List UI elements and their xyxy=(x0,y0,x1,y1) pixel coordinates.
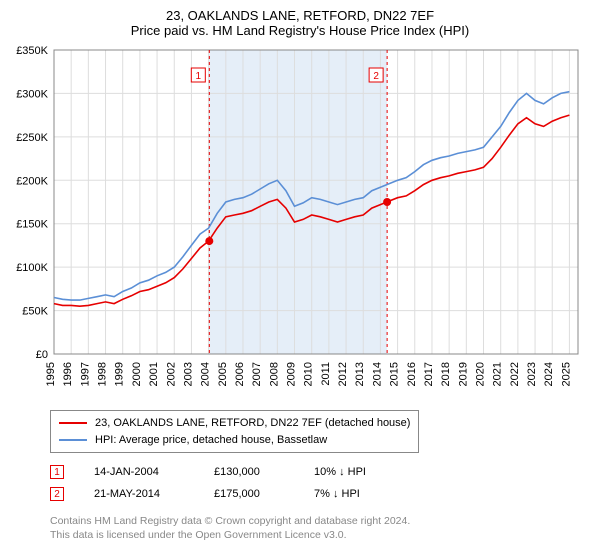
svg-text:2004: 2004 xyxy=(200,362,212,386)
svg-text:2002: 2002 xyxy=(165,362,177,386)
svg-text:2020: 2020 xyxy=(475,362,487,386)
title-line2: Price paid vs. HM Land Registry's House … xyxy=(10,23,590,38)
svg-text:2003: 2003 xyxy=(182,362,194,386)
svg-text:2016: 2016 xyxy=(406,362,418,386)
svg-text:2013: 2013 xyxy=(354,362,366,386)
svg-text:2018: 2018 xyxy=(440,362,452,386)
svg-text:2008: 2008 xyxy=(268,362,280,386)
legend-item: 23, OAKLANDS LANE, RETFORD, DN22 7EF (de… xyxy=(59,415,410,432)
svg-text:2006: 2006 xyxy=(234,362,246,386)
svg-text:2009: 2009 xyxy=(286,362,298,386)
sale-row: 1 14-JAN-2004 £130,000 10% ↓ HPI xyxy=(50,461,590,483)
svg-text:£100K: £100K xyxy=(16,262,48,274)
svg-text:£150K: £150K xyxy=(16,219,48,231)
sale-price: £130,000 xyxy=(214,466,284,478)
svg-text:2023: 2023 xyxy=(526,362,538,386)
svg-text:£300K: £300K xyxy=(16,88,48,100)
svg-text:2001: 2001 xyxy=(148,362,160,386)
sales-table: 1 14-JAN-2004 £130,000 10% ↓ HPI 2 21-MAY-201… xyxy=(50,461,590,505)
legend: 23, OAKLANDS LANE, RETFORD, DN22 7EF (de… xyxy=(50,410,419,453)
svg-text:1997: 1997 xyxy=(79,362,91,386)
svg-text:2025: 2025 xyxy=(560,362,572,386)
sale-marker: 1 xyxy=(50,465,64,479)
sale-row: 2 21-MAY-2014 £175,000 7% ↓ HPI xyxy=(50,483,590,505)
price-chart: £0 £50K £100K £150K £200K £250K £300K £350K 1995… xyxy=(10,44,590,404)
svg-text:2017: 2017 xyxy=(423,362,435,386)
svg-text:1998: 1998 xyxy=(97,362,109,386)
legend-label: HPI: Average price, detached house, Bass… xyxy=(95,432,327,449)
legend-label: 23, OAKLANDS LANE, RETFORD, DN22 7EF (de… xyxy=(95,415,410,432)
svg-text:2: 2 xyxy=(373,71,379,82)
sale-date: 21-MAY-2014 xyxy=(94,488,184,500)
svg-text:2019: 2019 xyxy=(457,362,469,386)
svg-text:1996: 1996 xyxy=(62,362,74,386)
legend-swatch xyxy=(59,439,87,441)
svg-text:2014: 2014 xyxy=(371,362,383,386)
svg-text:2011: 2011 xyxy=(320,362,332,386)
footnote: Contains HM Land Registry data © Crown c… xyxy=(50,515,590,542)
svg-text:2000: 2000 xyxy=(131,362,143,386)
sale-diff: 10% ↓ HPI xyxy=(314,466,394,478)
svg-text:£50K: £50K xyxy=(22,306,48,318)
legend-item: HPI: Average price, detached house, Bass… xyxy=(59,432,410,449)
svg-text:2012: 2012 xyxy=(337,362,349,386)
svg-text:1995: 1995 xyxy=(45,362,57,386)
svg-text:1999: 1999 xyxy=(114,362,126,386)
svg-text:1: 1 xyxy=(196,71,202,82)
svg-text:2010: 2010 xyxy=(303,362,315,386)
sale-diff: 7% ↓ HPI xyxy=(314,488,394,500)
svg-text:2015: 2015 xyxy=(389,362,401,386)
svg-text:£350K: £350K xyxy=(16,45,48,57)
chart-container: 23, OAKLANDS LANE, RETFORD, DN22 7EF Pri… xyxy=(0,0,600,552)
footnote-line2: This data is licensed under the Open Gov… xyxy=(50,529,590,543)
svg-text:£0: £0 xyxy=(36,349,48,361)
svg-text:2022: 2022 xyxy=(509,362,521,386)
svg-text:£250K: £250K xyxy=(16,132,48,144)
sale-price: £175,000 xyxy=(214,488,284,500)
svg-text:2021: 2021 xyxy=(492,362,504,386)
svg-text:£200K: £200K xyxy=(16,175,48,187)
footnote-line1: Contains HM Land Registry data © Crown c… xyxy=(50,515,590,529)
svg-text:2024: 2024 xyxy=(543,362,555,386)
svg-text:2005: 2005 xyxy=(217,362,229,386)
sale-marker: 2 xyxy=(50,487,64,501)
svg-text:2007: 2007 xyxy=(251,362,263,386)
title-line1: 23, OAKLANDS LANE, RETFORD, DN22 7EF xyxy=(10,8,590,23)
legend-swatch xyxy=(59,422,87,424)
sale-date: 14-JAN-2004 xyxy=(94,466,184,478)
